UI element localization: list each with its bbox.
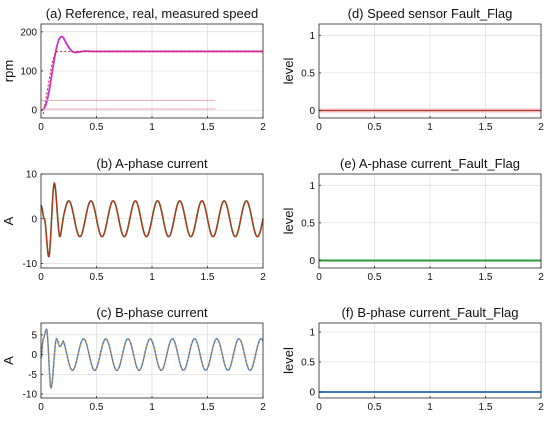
x-tick-label: 0 <box>38 402 44 413</box>
x-tick-label: 0 <box>316 402 322 413</box>
x-tick-label: 1.5 <box>201 122 215 133</box>
y-axis-label: level <box>281 208 296 235</box>
x-tick-label: 2 <box>538 402 544 413</box>
x-tick-label: 1.5 <box>479 122 493 133</box>
y-tick-label: 5 <box>31 330 37 341</box>
y-tick-label: 200 <box>20 27 37 38</box>
x-tick-label: 1.5 <box>479 272 493 283</box>
chart-title: (e) A-phase current_Fault_Flag <box>340 156 520 171</box>
y-tick-label: 0 <box>31 106 37 117</box>
chart-title: (f) B-phase current_Fault_Flag <box>341 305 518 320</box>
x-tick-label: 0 <box>38 122 44 133</box>
y-tick-label: 0 <box>31 214 37 225</box>
y-tick-label: 1 <box>309 31 315 42</box>
x-tick-label: 0.5 <box>368 402 382 413</box>
series-line-a-0 <box>40 35 263 112</box>
y-tick-label: -10 <box>23 390 38 401</box>
x-tick-label: 0 <box>38 272 44 283</box>
subplot-e: 0 0.5 1 1.5 2 0 0.5 1 (e) A-phase current_Fault_… <box>281 156 544 283</box>
y-axis-label: A <box>1 216 16 225</box>
y-axis-label: level <box>281 347 296 374</box>
x-tick-label: 1 <box>149 402 155 413</box>
subplot-d: 0 0.5 1 1.5 2 0 0.5 1 (d) Speed sensor Fault_Fla… <box>281 6 544 133</box>
y-tick-label: 10 <box>26 170 38 181</box>
subplot-c: 0 0.5 1 1.5 2 -10 -5 0 5 (c) B-phase current A <box>1 305 266 413</box>
x-tick-label: 1.5 <box>479 402 493 413</box>
y-tick-label: -10 <box>23 259 38 270</box>
series-line-a-1 <box>42 50 263 115</box>
chart-title: (b) A-phase current <box>96 156 208 171</box>
subplot-f: 0 0.5 1 1.5 2 0 0.5 1 (f) B-phase current_Fault_… <box>281 305 544 413</box>
y-tick-label: 0.5 <box>301 358 315 369</box>
x-tick-label: 2 <box>260 402 266 413</box>
x-tick-label: 1.5 <box>201 272 215 283</box>
y-tick-label: 100 <box>20 67 37 78</box>
x-tick-label: 0.5 <box>90 402 104 413</box>
x-tick-label: 0.5 <box>368 122 382 133</box>
x-tick-label: 1 <box>427 402 433 413</box>
y-tick-label: 1 <box>309 181 315 192</box>
x-tick-label: 0 <box>316 122 322 133</box>
chart-title: (d) Speed sensor Fault_Flag <box>348 6 513 21</box>
y-axis-label: level <box>281 58 296 85</box>
chart-title: (c) B-phase current <box>96 305 208 320</box>
x-tick-label: 1 <box>427 122 433 133</box>
y-tick-label: 0 <box>309 256 315 267</box>
x-tick-label: 0.5 <box>90 122 104 133</box>
x-tick-label: 0.5 <box>90 272 104 283</box>
y-tick-label: 1 <box>309 328 315 339</box>
x-tick-label: 0 <box>316 272 322 283</box>
x-tick-label: 1.5 <box>201 402 215 413</box>
x-tick-label: 2 <box>538 122 544 133</box>
y-axis-label: rpm <box>1 60 16 82</box>
series-line-c-1 <box>40 328 264 389</box>
chart-title: (a) Reference, real, measured speed <box>46 6 258 21</box>
y-tick-label: 0.5 <box>301 218 315 229</box>
x-tick-label: 1 <box>427 272 433 283</box>
y-tick-label: 0 <box>309 106 315 117</box>
x-tick-label: 2 <box>538 272 544 283</box>
x-tick-label: 1 <box>149 122 155 133</box>
x-tick-label: 0.5 <box>368 272 382 283</box>
x-tick-label: 2 <box>260 122 266 133</box>
y-tick-label: -5 <box>28 370 37 381</box>
y-tick-label: 0 <box>309 388 315 399</box>
y-axis-label: A <box>1 356 16 365</box>
subplot-a: 0 0.5 1 1.5 2 0 100 200 (a) Reference, real, mea… <box>1 6 266 133</box>
y-tick-label: 0 <box>31 350 37 361</box>
y-tick-label: 0.5 <box>301 68 315 79</box>
series-line-b-1 <box>40 182 264 257</box>
x-tick-label: 1 <box>149 272 155 283</box>
x-tick-label: 2 <box>260 272 266 283</box>
